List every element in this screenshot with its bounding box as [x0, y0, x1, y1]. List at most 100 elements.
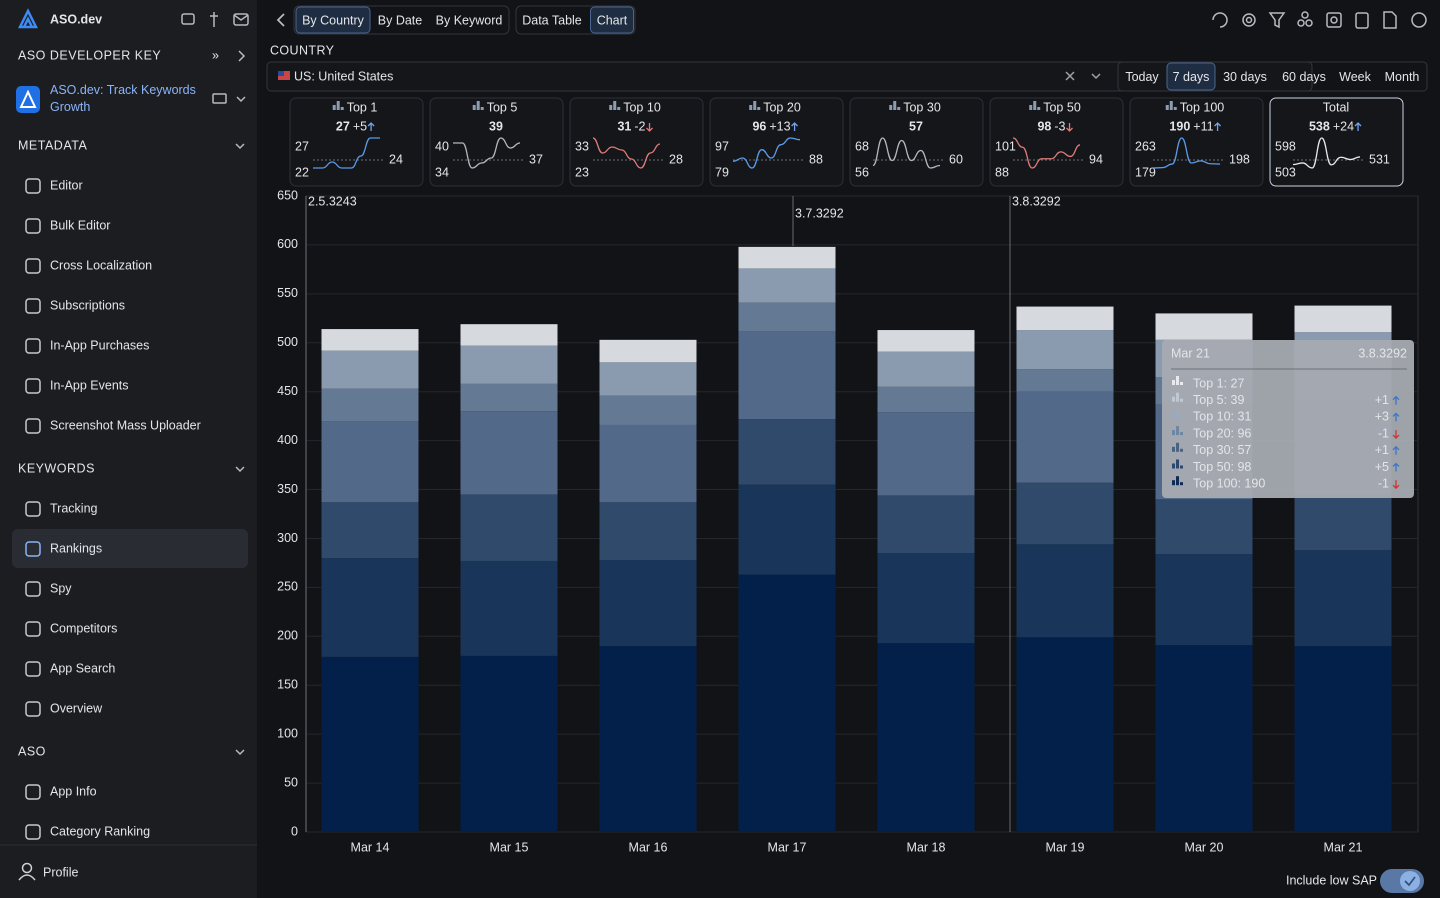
card-icon: [1037, 107, 1041, 110]
segment-label[interactable]: By Keyword: [436, 13, 503, 27]
bar-segment: [1294, 646, 1392, 832]
segment-label[interactable]: Week: [1339, 70, 1371, 84]
bar-segment: [1155, 645, 1253, 832]
bar-segment: [599, 339, 697, 363]
device-icon[interactable]: [212, 93, 227, 104]
segment-label[interactable]: Chart: [597, 13, 628, 27]
y-tick-label: 450: [277, 384, 298, 398]
section-chevron[interactable]: [235, 143, 245, 150]
segment-label[interactable]: 60 days: [1282, 70, 1326, 84]
card-max: 68: [855, 139, 869, 153]
tooltip-row: Top 20: 96: [1193, 426, 1251, 440]
segment-label[interactable]: 7 days: [1173, 70, 1210, 84]
nav-item[interactable]: Bulk Editor: [50, 218, 110, 232]
card-min: 34: [435, 165, 449, 179]
card-icon: [893, 101, 897, 110]
nav-item[interactable]: Screenshot Mass Uploader: [50, 418, 201, 432]
back-button[interactable]: [276, 13, 285, 27]
expand-icon[interactable]: »: [212, 48, 219, 62]
toggle-knob[interactable]: [1400, 871, 1420, 891]
card-min: 23: [575, 165, 589, 179]
segment-label[interactable]: Month: [1385, 70, 1420, 84]
tooltip-icon: [1172, 380, 1175, 385]
segment-label[interactable]: Today: [1125, 70, 1159, 84]
nav-item[interactable]: App Info: [50, 784, 97, 798]
toolbar-icons[interactable]: [1212, 11, 1427, 29]
summary-card[interactable]: [989, 97, 1124, 187]
card-label: Top 1: [347, 100, 378, 114]
card-delta: -3: [1054, 119, 1065, 133]
summary-card[interactable]: [709, 97, 844, 187]
profile-link[interactable]: Profile: [43, 865, 78, 879]
segment-label[interactable]: 30 days: [1223, 70, 1267, 84]
nav-item[interactable]: Tracking: [50, 501, 98, 515]
y-tick-label: 650: [277, 188, 298, 202]
card-max: 27: [295, 139, 309, 153]
country-select[interactable]: [266, 61, 1313, 92]
tooltip-trend: [1392, 480, 1400, 490]
section-title: KEYWORDS: [18, 461, 95, 475]
tooltip-title: Mar 21: [1171, 346, 1210, 360]
nav-item[interactable]: Cross Localization: [50, 258, 152, 272]
card-max: 97: [715, 139, 729, 153]
segment-label[interactable]: By Country: [302, 13, 365, 27]
segment-label[interactable]: Data Table: [522, 13, 582, 27]
country-value[interactable]: US: United States: [294, 69, 393, 83]
summary-card[interactable]: [1269, 97, 1404, 187]
nav-item[interactable]: In-App Purchases: [50, 338, 149, 352]
clear-button[interactable]: [1065, 71, 1075, 81]
bar-segment: [738, 302, 836, 332]
summary-card[interactable]: [569, 97, 704, 187]
bar-segment: [877, 351, 975, 387]
nav-item[interactable]: Editor: [50, 178, 83, 192]
app-name[interactable]: ASO.dev: Track Keywords Growth: [50, 83, 196, 114]
nav-item[interactable]: App Search: [50, 661, 115, 675]
view-switch: [293, 5, 510, 35]
nav-icon: [25, 621, 41, 637]
card-min: 79: [715, 165, 729, 179]
summary-card[interactable]: [1129, 97, 1264, 187]
toggle-check: [1404, 876, 1416, 887]
summary-card[interactable]: [289, 97, 424, 187]
card-value: 190: [1169, 119, 1190, 133]
summary-card[interactable]: [849, 97, 984, 187]
bar-segment: [877, 643, 975, 832]
tooltip-delta: +1: [1375, 393, 1389, 407]
x-tick-label: Mar 16: [629, 840, 668, 854]
nav-icon: [25, 784, 41, 800]
nav-item[interactable]: Subscriptions: [50, 298, 125, 312]
x-tick-label: Mar 14: [351, 840, 390, 854]
filter-label: COUNTRY: [270, 43, 335, 57]
nav-item[interactable]: Competitors: [50, 621, 117, 635]
nav-item[interactable]: In-App Events: [50, 378, 129, 392]
bar-segment: [321, 558, 419, 657]
select-chevron[interactable]: [1091, 73, 1101, 80]
card-trend: [1354, 122, 1362, 131]
tooltip-box: [1162, 340, 1414, 498]
tooltip-icon: [1172, 413, 1175, 419]
card-max: 598: [1275, 139, 1296, 153]
sparkline: [313, 137, 380, 169]
nav-item[interactable]: Overview: [50, 701, 103, 715]
nav-item[interactable]: Spy: [50, 581, 72, 595]
segment-label[interactable]: By Date: [378, 13, 423, 27]
version-label: 3.7.3292: [795, 206, 844, 220]
app-name-box: ASO.dev: Track Keywords Growth: [50, 83, 196, 114]
section-chevron[interactable]: [235, 466, 245, 473]
sparkline: [732, 137, 801, 169]
nav-item[interactable]: Category Ranking: [50, 824, 150, 838]
bar-segment: [738, 484, 836, 575]
summary-card[interactable]: [429, 97, 564, 187]
y-tick-label: 350: [277, 482, 298, 496]
card-min: 88: [995, 165, 1009, 179]
app-chevron[interactable]: [236, 96, 246, 103]
bar-segment: [1294, 550, 1392, 647]
tooltip-icon: [1176, 476, 1179, 486]
bar-segment: [877, 553, 975, 644]
nav-item[interactable]: Rankings: [50, 541, 102, 555]
card-icon: [336, 101, 340, 110]
card-icon: [897, 107, 901, 110]
section-chevron[interactable]: [235, 749, 245, 756]
card-delta: +11: [1193, 119, 1213, 133]
next-icon[interactable]: [238, 50, 246, 62]
